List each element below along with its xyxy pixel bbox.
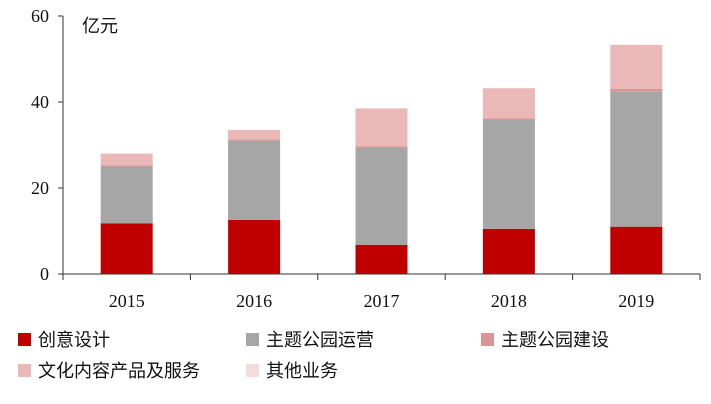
bar-segment bbox=[355, 108, 408, 147]
legend-swatch bbox=[481, 333, 494, 346]
legend-label: 创意设计 bbox=[38, 330, 110, 351]
bar-segment bbox=[355, 148, 408, 245]
bar-segment bbox=[228, 129, 281, 140]
bar-segment bbox=[482, 120, 535, 229]
x-tick-label: 2015 bbox=[109, 291, 145, 311]
bar-segment bbox=[100, 165, 153, 167]
bar-segment bbox=[482, 228, 535, 274]
x-tick-label: 2017 bbox=[364, 291, 400, 311]
bar-segment bbox=[100, 166, 153, 224]
x-ticks: 2015 2016 2017 2018 2019 bbox=[62, 274, 701, 311]
bar-segment bbox=[228, 219, 281, 274]
y-tick-label: 20 bbox=[31, 178, 49, 198]
bar-segment bbox=[610, 88, 663, 92]
bar-segment bbox=[228, 139, 281, 141]
legend-label: 文化内容产品及服务 bbox=[38, 361, 200, 382]
x-tick-label: 2018 bbox=[491, 291, 527, 311]
bar-segment bbox=[610, 91, 663, 227]
legend-swatch bbox=[246, 364, 259, 377]
legend-label: 其他业务 bbox=[266, 361, 338, 382]
legend-label: 主题公园运营 bbox=[266, 330, 374, 351]
y-tick-label: 40 bbox=[31, 92, 49, 112]
bar-segment bbox=[610, 44, 663, 89]
legend-swatch bbox=[18, 364, 31, 377]
bar-segment bbox=[228, 140, 281, 220]
bar-segment bbox=[482, 88, 535, 119]
x-tick-label: 2019 bbox=[618, 291, 654, 311]
bar-segment bbox=[100, 223, 153, 274]
legend-swatch bbox=[246, 333, 259, 346]
y-unit-label: 亿元 bbox=[82, 16, 118, 37]
y-ticks: 0 20 40 60 bbox=[31, 6, 63, 284]
y-tick-label: 60 bbox=[31, 6, 49, 26]
legend-swatch bbox=[18, 333, 31, 346]
x-tick-label: 2016 bbox=[236, 291, 272, 311]
bars-layer bbox=[100, 44, 663, 274]
bar-segment bbox=[355, 244, 408, 274]
y-tick-label: 0 bbox=[40, 264, 49, 284]
bar-segment bbox=[355, 146, 408, 149]
bar-segment bbox=[610, 226, 663, 274]
legend-label: 主题公园建设 bbox=[501, 330, 609, 351]
bar-segment bbox=[482, 118, 535, 121]
bar-segment bbox=[100, 153, 153, 166]
